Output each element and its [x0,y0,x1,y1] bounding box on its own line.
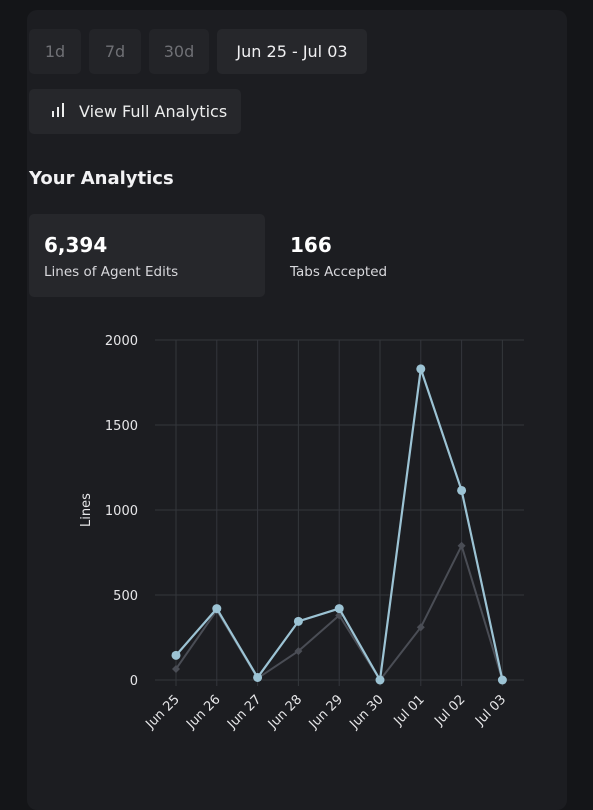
data-point[interactable] [334,604,344,614]
y-tick-label: 500 [113,589,138,604]
x-tick-label: Jun 28 [265,692,305,732]
data-point[interactable] [375,675,385,685]
x-tick-label: Jun 25 [143,692,183,732]
view-full-analytics-button[interactable]: View Full Analytics [29,89,241,134]
x-tick-label: Jul 02 [431,692,468,729]
stat-value: 6,394 [44,233,108,257]
stat-value: 166 [290,233,332,257]
data-point[interactable] [457,485,467,495]
view-full-analytics-label: View Full Analytics [79,102,228,121]
x-tick-label: Jul 01 [391,692,428,729]
x-tick-label: Jun 26 [183,692,223,732]
data-point[interactable] [457,541,466,550]
data-point[interactable] [212,604,222,614]
data-point[interactable] [416,623,425,632]
data-point[interactable] [497,675,507,685]
x-tick-label: Jun 30 [347,692,387,732]
y-tick-label: 0 [130,674,138,689]
range-7d-button[interactable]: 7d [89,29,141,74]
stat-label: Lines of Agent Edits [44,264,179,280]
analytics-panel [27,10,567,810]
lines-chart: 0 500 1000 1500 2000 Jun 25 Jun 26 Jun 27 Jun 28… [79,334,524,733]
section-title: Your Analytics [29,168,174,189]
y-tick-label: 2000 [105,334,138,349]
y-axis-label: Lines [79,493,94,527]
data-point[interactable] [294,647,303,656]
stat-card-agent-edits: 6,394 Lines of Agent Edits [29,214,265,297]
data-point[interactable] [416,364,426,374]
x-tick-label: Jun 27 [224,692,264,732]
range-30d-button[interactable]: 30d [149,29,209,74]
data-point[interactable] [171,650,181,660]
data-point[interactable] [253,672,263,682]
y-tick-label: 1500 [105,419,138,434]
x-tick-label: Jun 29 [306,692,346,732]
range-1d-button[interactable]: 1d [29,29,81,74]
data-point[interactable] [293,616,303,626]
stat-label: Tabs Accepted [290,264,388,280]
y-tick-label: 1000 [105,504,138,519]
range-custom-button[interactable]: Jun 25 - Jul 03 [217,29,367,74]
x-tick-label: Jul 03 [472,692,509,729]
bar-chart-icon [51,102,65,122]
date-range-selector: 1d 7d 30d Jun 25 - Jul 03 [29,29,367,74]
data-point[interactable] [172,664,180,673]
stat-card-tabs-accepted: 166 Tabs Accepted [276,214,512,297]
